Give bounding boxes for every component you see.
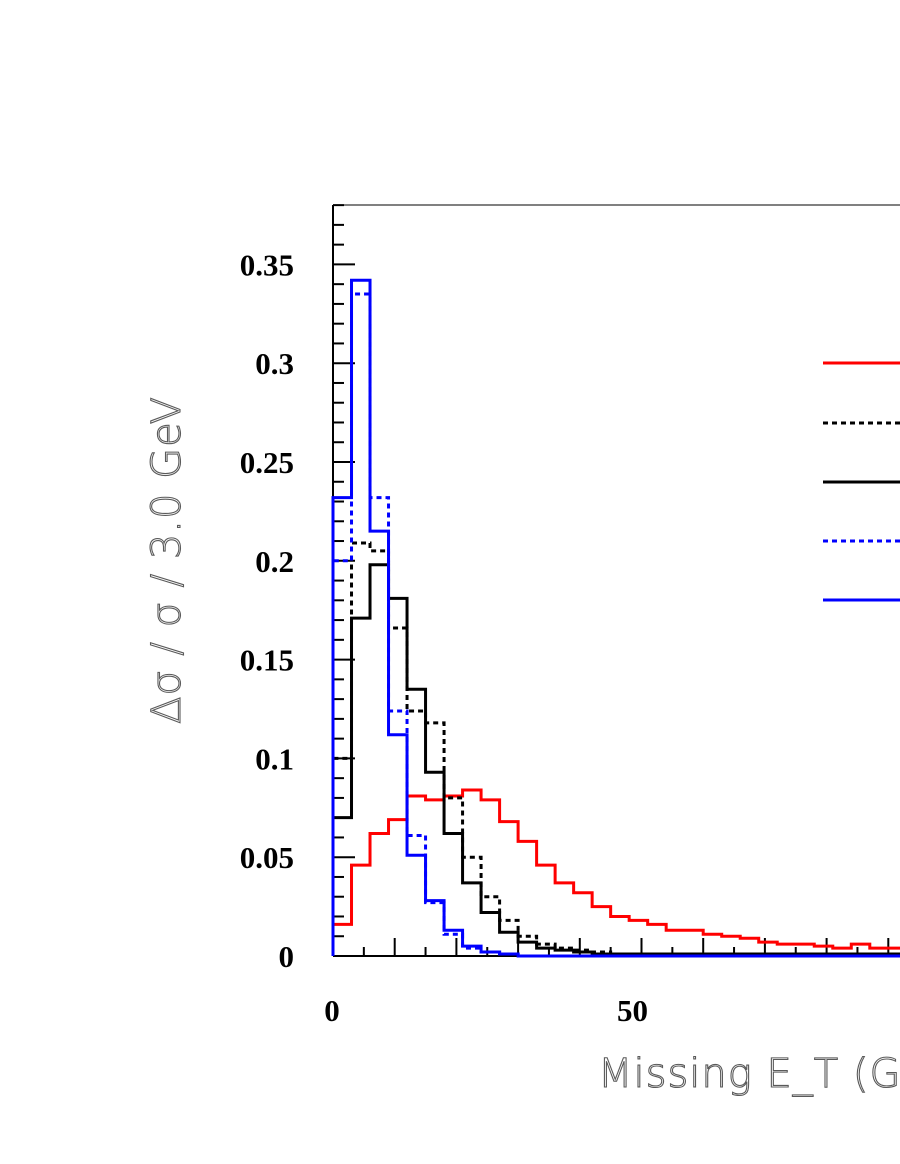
series-line-3: [331, 563, 900, 956]
axis-ticks: [332, 204, 890, 957]
y-axis-title: Δσ / σ / 3.0 GeV: [144, 396, 190, 724]
x-axis-title: Missing E_T (G: [598, 1051, 900, 1097]
y-tick-label: 0.05: [240, 840, 294, 875]
y-tick-label: 0.1: [255, 741, 294, 776]
plot-frame: [332, 204, 900, 957]
y-tick-label: 0.35: [240, 247, 294, 282]
series-layer: [331, 278, 900, 958]
legend: [823, 361, 900, 602]
series-line-2: [331, 541, 900, 956]
x-tick-label: 0: [324, 993, 340, 1028]
y-tick-label: 0.25: [240, 445, 294, 480]
y-tick-label: 0.15: [240, 643, 294, 678]
series-line-1: [331, 788, 900, 956]
y-tick-label: 0: [279, 939, 295, 974]
tick-labels: 0 0.05 0.1 0.15 0.2 0.25 0.3 0.35 0 50: [240, 247, 648, 1028]
series-line-5: [331, 278, 900, 958]
x-tick-label: 50: [617, 993, 648, 1028]
y-tick-label: 0.3: [255, 346, 294, 381]
y-tick-label: 0.2: [255, 544, 294, 579]
